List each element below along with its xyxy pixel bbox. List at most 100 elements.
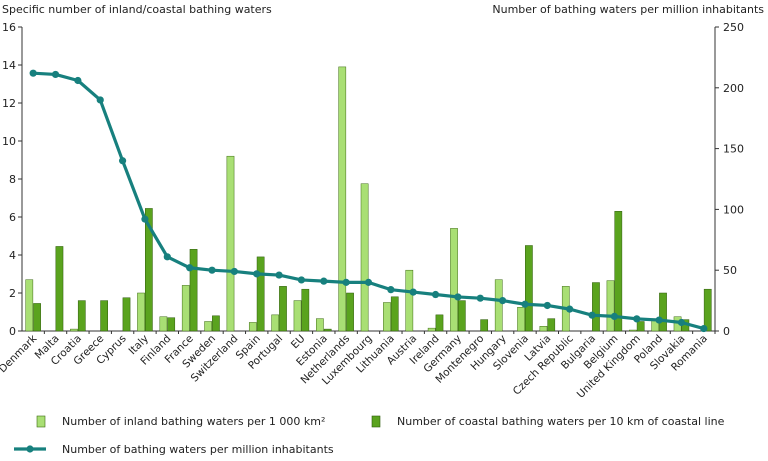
bar-coastal (457, 300, 466, 332)
line-point (141, 215, 149, 223)
plot-area: 0246810121416050100150200250DenmarkMalta… (0, 21, 744, 401)
bar-inland (204, 321, 212, 332)
line-per-million (33, 71, 705, 331)
bar-coastal (77, 300, 86, 332)
bar-inland (360, 183, 369, 332)
bar-coastal (167, 317, 176, 332)
line-point (476, 294, 484, 302)
line-point (588, 311, 596, 319)
line-point (431, 290, 440, 299)
right-tick-label: 100 (723, 203, 744, 216)
bar-inland (293, 300, 302, 332)
line-point (364, 278, 373, 286)
left-tick-label: 6 (9, 211, 16, 224)
bar-inland (383, 302, 391, 332)
bar-coastal (145, 208, 153, 332)
bar-coastal (346, 292, 354, 332)
bar-coastal (703, 288, 712, 332)
right-tick-label: 250 (723, 21, 744, 34)
bar-inland (137, 292, 145, 332)
line-point (566, 305, 574, 313)
line-point (74, 76, 82, 85)
line-point (610, 312, 619, 321)
left-tick-label: 14 (2, 59, 16, 72)
line-point (230, 267, 238, 276)
bar-coastal (480, 319, 489, 332)
bar-inland (539, 326, 548, 332)
legend-label-coastal: Number of coastal bathing waters per 10 … (397, 415, 725, 428)
bar-inland (248, 322, 257, 332)
right-tick-label: 200 (723, 82, 744, 95)
right-tick-label: 150 (723, 143, 744, 156)
line-point (454, 293, 462, 301)
bar-coastal (435, 314, 444, 332)
right-tick-label: 50 (723, 264, 737, 277)
line-point (633, 315, 641, 323)
bar-coastal (592, 282, 600, 332)
left-tick-label: 4 (9, 249, 16, 262)
line-point (29, 69, 37, 77)
bar-coastal (122, 297, 131, 332)
bar-inland (494, 279, 503, 332)
bar-coastal (301, 288, 310, 332)
line-point (297, 276, 306, 284)
bar-coastal (547, 318, 556, 332)
right-axis-title: Number of bathing waters per million inh… (492, 3, 764, 16)
line-point (499, 297, 507, 305)
bar-coastal (636, 321, 645, 332)
bar-coastal (614, 211, 623, 332)
bar-inland (427, 327, 436, 332)
bar-coastal (659, 292, 667, 332)
bar-coastal (279, 286, 287, 332)
bar-coastal (256, 256, 265, 332)
line-point (543, 301, 551, 310)
line-point (320, 277, 328, 285)
bar-inland (606, 280, 615, 332)
bar-inland (70, 328, 78, 332)
bar-inland (181, 285, 190, 332)
line-point (118, 157, 127, 165)
legend-label-line: Number of bathing waters per million inh… (62, 443, 334, 456)
legend-swatch-line-marker (26, 445, 34, 453)
left-tick-label: 2 (9, 287, 16, 300)
line-point (521, 300, 529, 308)
bar-coastal (100, 300, 108, 332)
line-point (253, 270, 261, 278)
bar-inland (159, 316, 168, 332)
line-point (275, 271, 283, 279)
bar-inland (629, 329, 637, 332)
bar-inland (226, 155, 235, 332)
left-tick-label: 12 (2, 97, 16, 110)
line-point (655, 316, 663, 324)
bar-coastal (525, 245, 533, 332)
bar-coastal (55, 246, 64, 332)
legend: Number of inland bathing waters per 1 00… (14, 415, 725, 456)
legend-label-inland: Number of inland bathing waters per 1 00… (62, 415, 325, 428)
line-point (51, 70, 60, 79)
line-point (700, 324, 708, 333)
line-point (409, 288, 417, 296)
bar-coastal (189, 249, 198, 332)
left-tick-label: 16 (2, 21, 16, 34)
bar-inland (338, 66, 347, 332)
line-point (163, 253, 171, 261)
bar-inland (517, 307, 525, 332)
bar-inland (271, 314, 280, 332)
right-tick-label: 0 (723, 325, 730, 338)
line-point (677, 318, 686, 327)
legend-swatch-coastal (371, 415, 381, 428)
bar-coastal (323, 328, 332, 332)
bar-coastal (33, 303, 41, 332)
bar-inland (25, 279, 34, 332)
line-point (96, 96, 104, 104)
line-point (186, 264, 194, 272)
legend-swatch-inland (36, 415, 46, 428)
bar-coastal (390, 296, 399, 332)
bar-inland (450, 228, 458, 332)
bar-inland (405, 269, 414, 332)
line-point (387, 286, 395, 294)
left-tick-label: 0 (9, 325, 16, 338)
line-point (208, 266, 216, 274)
bar-coastal (212, 315, 220, 332)
